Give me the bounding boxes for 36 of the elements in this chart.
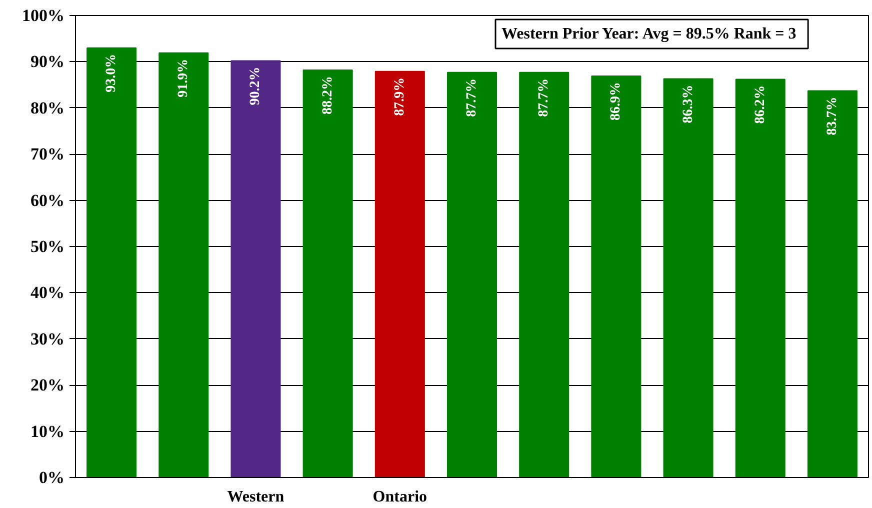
data-label: 88.2% [320,76,336,115]
bar [302,70,353,478]
bar [591,76,642,478]
bar [735,78,786,478]
bar [446,72,498,478]
data-label: 87.7% [536,78,552,117]
y-tick-label: 70% [30,144,64,164]
bar [230,60,281,478]
data-label: 86.3% [680,84,696,124]
data-label: 86.2% [752,85,768,124]
data-label: 83.7% [824,96,840,136]
data-label: 93.0% [104,54,120,92]
y-tick-label: 40% [30,283,64,302]
x-tick-label: Ontario [372,488,428,506]
bar [86,47,137,478]
bar [519,72,570,478]
data-label: 90.2% [248,66,264,106]
y-tick-label: 80% [30,98,64,118]
data-label: 86.9% [608,82,624,121]
y-tick-label: 10% [30,422,64,441]
bar [663,78,714,478]
data-label: 87.7% [464,78,480,117]
annotation: Western Prior Year: Avg = 89.5% Rank = 3 [502,26,796,42]
y-tick-label: 0% [39,468,64,487]
y-tick-label: 90% [30,52,64,72]
bar [807,90,858,478]
y-tick-label: 30% [30,329,64,348]
data-label: 87.9% [392,77,408,116]
y-tick-label: 50% [30,237,64,256]
y-tick-label: 20% [30,376,64,395]
bar [374,70,425,478]
data-label: 91.9% [176,58,192,98]
x-tick-label: Western [227,488,284,506]
y-tick-label: 100% [22,6,64,25]
bar [158,52,209,478]
y-tick-label: 60% [30,190,64,210]
